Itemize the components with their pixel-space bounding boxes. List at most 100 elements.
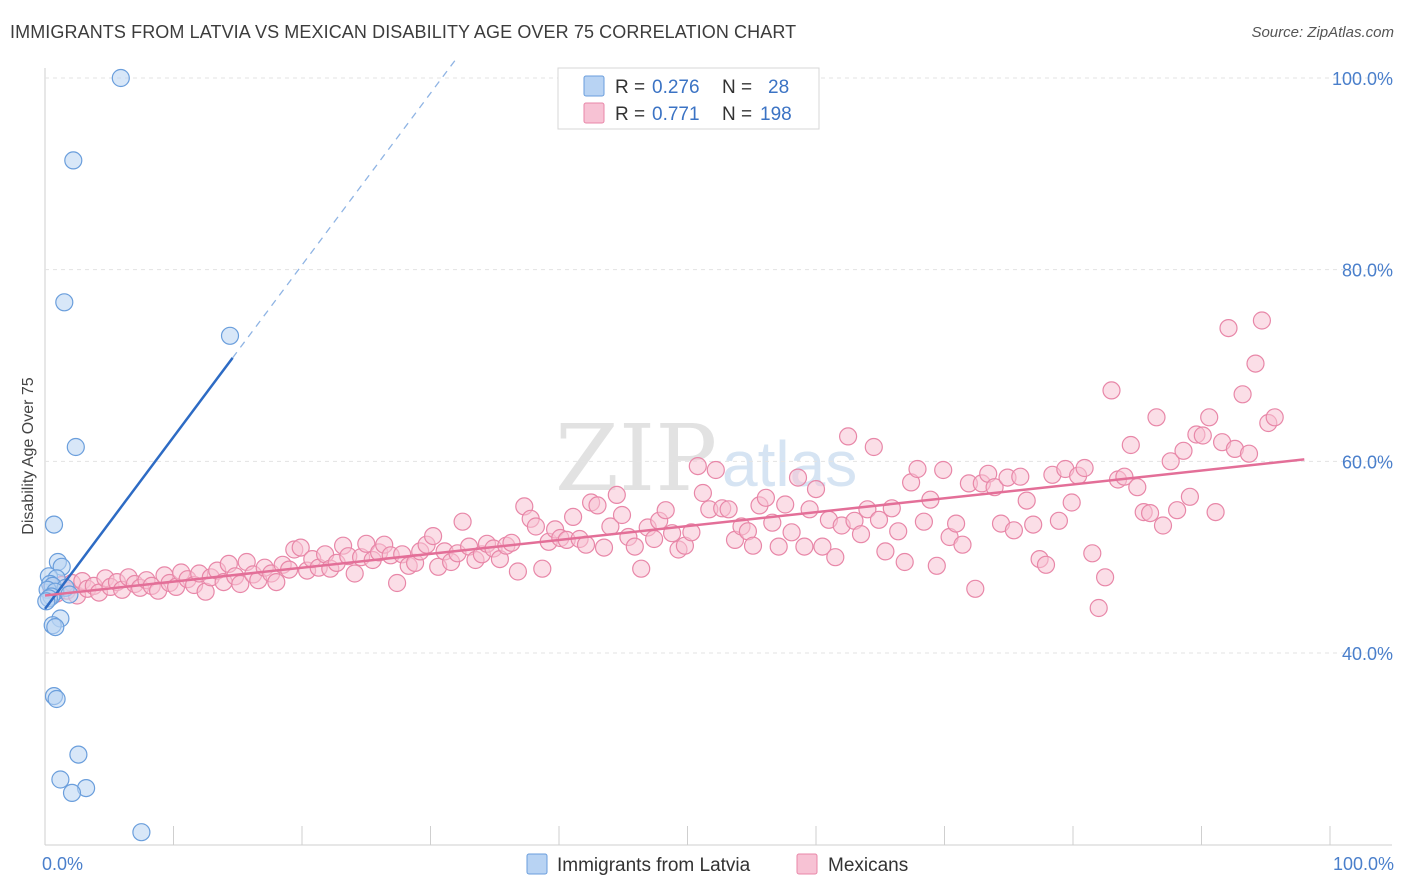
- series-mexicans-points: [42, 311, 1284, 618]
- mexicans-point-132: [838, 427, 858, 446]
- bottom-legend-swatch-latvia: [526, 853, 548, 875]
- mexicans-point-144: [914, 512, 934, 531]
- mexicans-point-137: [869, 510, 889, 529]
- mexicans-point-127: [806, 480, 826, 499]
- mexicans-point-165: [1049, 511, 1069, 530]
- mexicans-point-193: [1233, 385, 1252, 404]
- latvia-point-21: [46, 617, 65, 637]
- latvia-point-23: [47, 689, 66, 709]
- mexicans-point-92: [588, 496, 607, 515]
- latvia-point-2: [55, 293, 74, 312]
- x-ticks: [44, 826, 1331, 845]
- mexicans-point-182: [1161, 452, 1180, 471]
- latvia-point-18: [37, 592, 56, 611]
- mexicans-point-43: [291, 538, 310, 557]
- mexicans-point-109: [693, 483, 713, 503]
- mexicans-point-124: [788, 468, 808, 487]
- mexicans-point-107: [682, 523, 701, 542]
- legend-swatch-latvia: [583, 75, 605, 97]
- latvia-point-1: [64, 151, 83, 170]
- mexicans-point-98: [625, 537, 644, 556]
- latvia-point-27: [62, 783, 82, 803]
- mexicans-point-185: [1180, 487, 1200, 506]
- mexicans-point-136: [864, 437, 883, 457]
- bottom-legend-label-latvia: Immigrants from Latvia: [557, 855, 751, 876]
- mexicans-point-65: [424, 526, 443, 546]
- latvia-trend-line: [43, 357, 234, 610]
- mexicans-point-52: [345, 564, 364, 583]
- bottom-legend-label-mexicans: Mexicans: [828, 855, 908, 876]
- mexicans-point-152: [966, 579, 985, 598]
- watermark-atlas: atlas: [722, 428, 857, 500]
- mexicans-point-171: [1089, 598, 1108, 618]
- mexicans-point-189: [1206, 502, 1225, 522]
- mexicans-point-181: [1153, 516, 1173, 535]
- mexicans-point-138: [876, 542, 895, 561]
- y-tick-label-100: 100.0%: [1332, 69, 1393, 89]
- mexicans-point-179: [1140, 503, 1160, 523]
- mexicans-point-158: [1004, 521, 1024, 540]
- mexicans-point-101: [644, 529, 664, 549]
- x-tick-label-0: 0.0%: [42, 854, 83, 874]
- mexicans-point-99: [632, 559, 651, 578]
- mexicans-point-160: [1017, 491, 1036, 510]
- mexicans-point-173: [1102, 381, 1121, 400]
- mexicans-point-70: [453, 512, 472, 531]
- y-axis-label: Disability Age Over 75: [20, 377, 37, 535]
- legend: R = 0.276 N = 28 R = 0.771 N = 198: [557, 67, 820, 130]
- mexicans-point-111: [706, 460, 725, 480]
- mexicans-point-170: [1083, 544, 1102, 563]
- mexicans-point-95: [607, 485, 626, 504]
- mexicans-point-159: [1011, 467, 1030, 486]
- mexicans-point-149: [946, 514, 966, 533]
- mexicans-point-59: [388, 573, 407, 593]
- mexicans-point-88: [563, 507, 583, 527]
- mexicans-point-54: [357, 534, 376, 553]
- mexicans-point-195: [1246, 354, 1265, 373]
- legend-r-value-mexicans: 0.771: [652, 104, 700, 125]
- y-tick-label-60: 60.0%: [1342, 452, 1393, 472]
- latvia-trend-extension: [232, 58, 457, 359]
- bottom-legend: Immigrants from Latvia Mexicans: [526, 853, 908, 876]
- mexicans-point-177: [1128, 478, 1147, 497]
- mexicans-point-141: [895, 552, 914, 572]
- latvia-point-24: [69, 745, 88, 764]
- mexicans-point-83: [533, 559, 552, 578]
- latvia-point-25: [51, 770, 70, 789]
- y-tick-label-40: 40.0%: [1342, 644, 1393, 664]
- mexicans-point-140: [889, 522, 908, 541]
- legend-r-value-latvia: 0.276: [652, 77, 700, 98]
- mexicans-point-113: [719, 500, 738, 519]
- mexicans-point-103: [656, 501, 675, 520]
- mexicans-point-123: [782, 523, 801, 542]
- mexicans-point-39: [267, 572, 286, 592]
- chart-title: IMMIGRANTS FROM LATVIA VS MEXICAN DISABI…: [10, 22, 797, 42]
- mexicans-point-191: [1219, 319, 1238, 338]
- legend-n-value-latvia: 28: [768, 77, 789, 98]
- mexicans-point-79: [508, 562, 528, 581]
- mexicans-point-198: [1265, 408, 1284, 427]
- mexicans-point-82: [526, 517, 546, 536]
- y-tick-labels: 100.0% 80.0% 60.0% 40.0%: [1332, 69, 1393, 664]
- mexicans-point-184: [1174, 441, 1193, 460]
- mexicans-point-117: [743, 536, 763, 555]
- latvia-point-0: [111, 68, 130, 88]
- mexicans-point-187: [1193, 426, 1212, 445]
- mexicans-point-122: [776, 495, 795, 514]
- watermark-zip: ZIP: [555, 405, 717, 512]
- mexicans-point-188: [1200, 408, 1219, 427]
- trend-lines: [43, 58, 1305, 610]
- mexicans-point-143: [908, 459, 927, 479]
- mexicans-point-78: [502, 533, 521, 552]
- legend-swatch-mexicans: [583, 102, 605, 124]
- mexicans-point-147: [934, 460, 953, 480]
- mexicans-point-172: [1095, 568, 1115, 587]
- mexicans-point-196: [1252, 311, 1272, 330]
- mexicans-point-108: [688, 457, 707, 476]
- series-latvia-points: [37, 68, 240, 842]
- y-tick-label-80: 80.0%: [1342, 261, 1393, 281]
- mexicans-point-96: [612, 505, 632, 525]
- latvia-point-4: [66, 437, 85, 457]
- mexicans-point-130: [826, 548, 845, 567]
